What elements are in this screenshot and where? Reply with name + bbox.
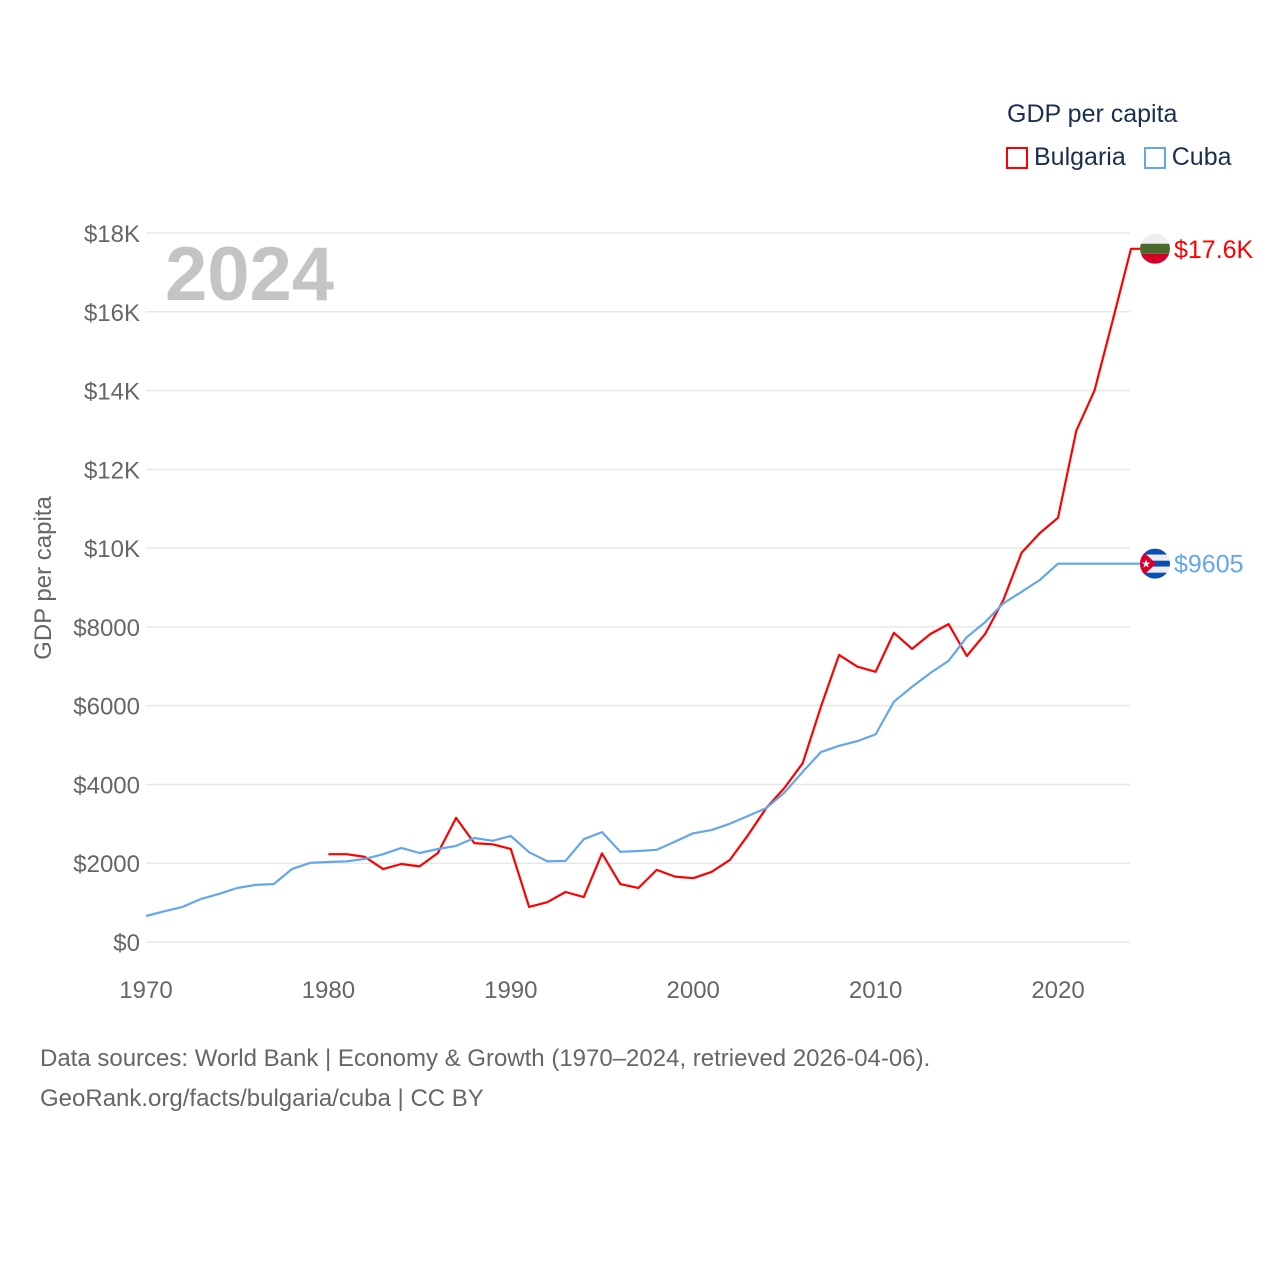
flag-stripe (1140, 548, 1170, 555)
gridlines (146, 232, 1130, 943)
x-tick-label: 2010 (849, 977, 902, 1004)
y-tick-label: $0 (113, 930, 140, 957)
flag-triangle (1140, 548, 1156, 579)
y-tick-label: $16K (84, 300, 140, 327)
y-tick-label: $12K (84, 457, 140, 484)
end-value-label-cuba: $9605 (1174, 551, 1244, 579)
legend-item-cuba[interactable]: Cuba (1143, 143, 1232, 172)
flag-stripe-red (1140, 253, 1170, 264)
legend-label-cuba: Cuba (1171, 143, 1232, 171)
legend-label-bulgaria: Bulgaria (1034, 143, 1126, 171)
legend-swatch-bulgaria (1006, 146, 1028, 169)
legend: Bulgaria Cuba (1006, 143, 1232, 172)
end-labels: $17.6K ★ $9605 (1140, 233, 1254, 579)
flag-stripe (1140, 566, 1170, 573)
flag-stripe (1140, 554, 1170, 561)
y-axis-ticks: $0 $2000 $4000 $6000 $8000 $10K $12K $14K $16K $1… (73, 221, 140, 957)
flag-body: ★ (1140, 548, 1170, 579)
legend-item-bulgaria[interactable]: Bulgaria (1006, 143, 1126, 172)
flag-body (1140, 233, 1170, 264)
x-tick-label: 1970 (119, 977, 172, 1004)
series-line-bulgaria (328, 247, 1140, 908)
end-value-label-bulgaria: $17.6K (1174, 236, 1254, 264)
cuba-flag-icon: ★ (1140, 548, 1170, 579)
series-line-cuba (145, 562, 1140, 918)
x-tick-label: 2000 (667, 977, 720, 1004)
y-axis-label: GDP per capita (30, 496, 57, 660)
flag-stripe-green (1140, 243, 1170, 254)
x-tick-label: 2020 (1031, 977, 1084, 1004)
y-tick-label: $2000 (73, 851, 140, 878)
x-axis-ticks: 1970 1980 1990 2000 2010 2020 (119, 977, 1084, 1004)
flag-star: ★ (1141, 559, 1151, 571)
x-tick-label: 1990 (484, 977, 537, 1004)
year-watermark: 2024 (165, 232, 334, 317)
legend-swatch-cuba (1143, 146, 1166, 169)
y-tick-label: $6000 (73, 694, 140, 721)
footer-sources: Data sources: World Bank | Economy & Gro… (40, 1045, 931, 1072)
x-tick-label: 1980 (302, 977, 355, 1004)
y-tick-label: $18K (84, 221, 140, 248)
series-lines (145, 247, 1140, 918)
y-tick-label: $14K (84, 379, 140, 406)
y-tick-label: $4000 (73, 772, 140, 799)
flag-stripe-white (1140, 233, 1170, 244)
flag-stripe (1140, 572, 1170, 579)
legend-title: GDP per capita (1007, 100, 1178, 128)
y-tick-label: $8000 (73, 615, 140, 642)
y-tick-label: $10K (84, 536, 140, 563)
footer-link[interactable]: GeoRank.org/facts/bulgaria/cuba | CC BY (40, 1085, 484, 1112)
bulgaria-flag-icon (1140, 233, 1170, 264)
